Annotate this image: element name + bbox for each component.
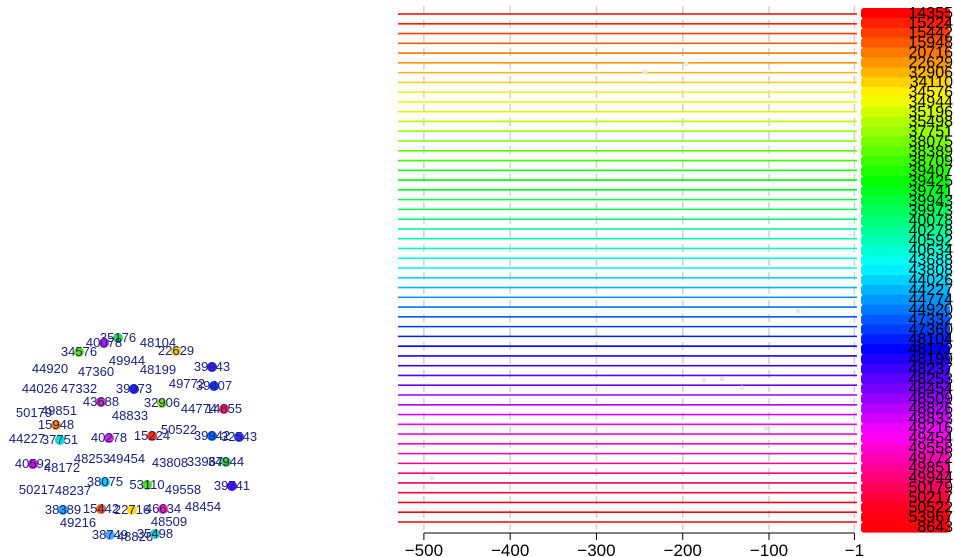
point-label: 15948 [38,417,74,432]
line-chart [398,6,857,530]
point-label: 49558 [165,482,201,497]
point-label: 35498 [137,526,173,541]
point-label: 44227 [9,431,45,446]
point-label: 34576 [61,344,97,359]
series-marker [702,378,707,383]
point-label: 43808 [152,455,188,470]
point-label: 53110 [129,477,164,492]
x-tick-label: −1 [845,541,864,557]
point-label: 48237 [55,483,91,498]
point-label: 38075 [87,474,123,489]
point-label: 22629 [158,343,194,358]
series-marker [720,377,725,382]
point-label: 48454 [185,499,221,514]
point-label: 39943 [194,359,230,374]
point-label: 48199 [140,362,176,377]
point-label: 48172 [44,460,80,475]
point-label: 32543 [221,429,257,444]
x-tick-label: −200 [664,541,702,557]
series-marker [764,426,769,431]
series-marker [796,309,801,314]
point-label: 14855 [206,401,242,416]
point-label: 15224 [134,428,170,443]
legend-label: 8643 [917,519,953,536]
legend: 1435515224154421594820716226293290634110… [861,5,953,536]
series-marker [430,476,435,481]
point-label: 39407 [196,378,232,393]
point-label: 44920 [32,361,68,376]
series-marker [643,70,648,75]
point-label: 50217 [19,482,55,497]
point-label: 32906 [144,395,180,410]
point-label: 39741 [214,478,250,493]
point-label: 49454 [109,451,145,466]
point-label: 40278 [91,430,127,445]
point-label: 44026 [22,381,58,396]
series-marker [740,386,745,391]
point-label: 34944 [208,454,244,469]
x-tick-label: −400 [491,541,529,557]
point-label: 48833 [112,408,148,423]
point-label: 39973 [116,381,152,396]
point-label: 47360 [78,364,114,379]
point-label: 49851 [41,403,77,418]
x-tick-label: −500 [405,541,443,557]
point-label: 49216 [60,515,96,530]
x-axis: −500 −400 −300 −200 −100 −1 [405,533,864,557]
x-tick-label: −100 [750,541,788,557]
x-tick-label: −300 [577,541,615,557]
series-marker [684,62,689,67]
point-label: 37751 [42,432,78,447]
point-label: 43688 [83,394,119,409]
